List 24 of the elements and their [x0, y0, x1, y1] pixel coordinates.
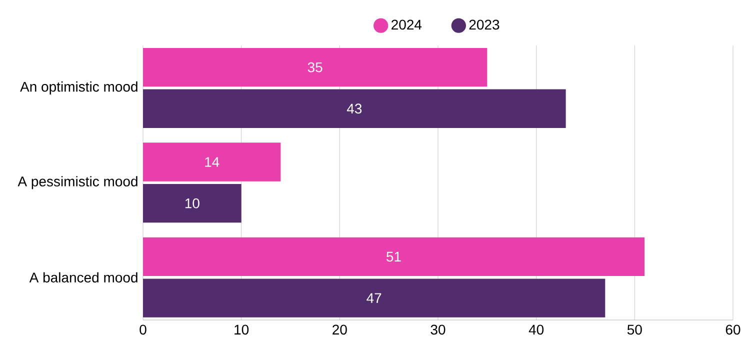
data-label: 51 — [386, 252, 401, 262]
data-label: 43 — [346, 104, 362, 114]
data-label: 47 — [366, 293, 382, 303]
bar — [143, 48, 488, 87]
legend-label: 2024 — [392, 20, 422, 30]
data-label: 10 — [185, 198, 200, 208]
x-tick-label: 60 — [726, 324, 740, 335]
bar — [143, 237, 644, 276]
x-tick-label: 40 — [528, 324, 544, 335]
x-tick-label: 0 — [140, 324, 146, 335]
bar — [143, 142, 281, 182]
y-tick-label: A balanced mood — [29, 272, 138, 283]
bar — [143, 89, 566, 128]
data-label: 35 — [308, 62, 322, 72]
bar — [143, 278, 606, 318]
y-tick-label: An optimistic mood — [20, 81, 138, 94]
x-tick-label: 20 — [332, 324, 347, 335]
x-tick-label: 30 — [430, 324, 446, 335]
data-label: 14 — [205, 157, 220, 167]
legend-label: 2023 — [469, 20, 500, 30]
x-tick-label: 50 — [627, 324, 642, 335]
bar — [143, 184, 242, 223]
y-tick-label: A pessimistic mood — [18, 176, 138, 190]
x-tick-label: 10 — [234, 324, 249, 335]
